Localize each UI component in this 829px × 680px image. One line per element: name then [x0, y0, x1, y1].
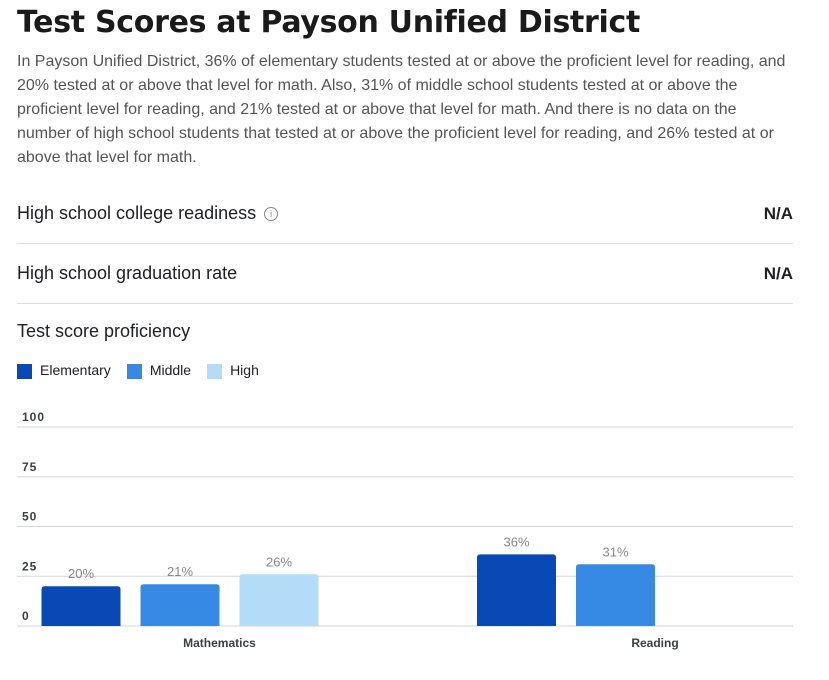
metric-value: N/A — [763, 203, 793, 223]
bar-high — [239, 574, 319, 626]
legend-item-middle: Middle — [126, 362, 192, 379]
chart-title: Test score proficiency — [17, 321, 191, 341]
y-tick-label: 50 — [22, 510, 37, 524]
y-tick-label: 25 — [22, 559, 37, 573]
data-label: 36% — [503, 534, 529, 549]
legend-label: Middle — [149, 362, 192, 378]
metric-graduation-rate: High school graduation rate N/A — [17, 244, 793, 304]
description: In Payson Unified District, 36% of eleme… — [17, 53, 786, 166]
test-scores-section: Test Scores at Payson Unified District I… — [17, 0, 793, 379]
y-tick-label: 75 — [22, 460, 37, 474]
data-label: 21% — [167, 564, 193, 579]
legend-swatch — [207, 363, 223, 379]
data-label: 26% — [266, 554, 292, 569]
metric-value: N/A — [763, 263, 793, 283]
legend-swatch — [126, 363, 142, 379]
bar-middle — [140, 584, 220, 626]
chart-legend: Elementary Middle High — [17, 362, 793, 379]
legend-item-elementary: Elementary — [17, 362, 111, 379]
x-tick-label: Reading — [631, 636, 678, 650]
legend-label: High — [230, 362, 259, 378]
metric-label: High school college readiness — [17, 203, 257, 223]
bar-middle — [576, 564, 655, 626]
data-label: 31% — [602, 544, 628, 559]
page-title: Test Scores at Payson Unified District — [17, 5, 641, 40]
bar-chart: 0 25 50 75 100 Mathematics 20% 21% 26% Reading 36%… — [17, 410, 793, 650]
legend-item-high: High — [207, 362, 259, 379]
data-label: 20% — [68, 566, 94, 581]
legend-swatch — [17, 363, 32, 379]
legend-label: Elementary — [40, 362, 111, 378]
y-tick-label: 0 — [22, 609, 30, 623]
y-tick-label: 100 — [22, 410, 45, 424]
metric-college-readiness: High school college readiness i N/A — [17, 184, 793, 244]
bar-elementary — [477, 554, 556, 626]
info-icon[interactable]: i — [264, 207, 279, 222]
metric-label: High school graduation rate — [17, 263, 238, 283]
bar-elementary — [41, 586, 121, 626]
x-tick-label: Mathematics — [183, 636, 256, 650]
